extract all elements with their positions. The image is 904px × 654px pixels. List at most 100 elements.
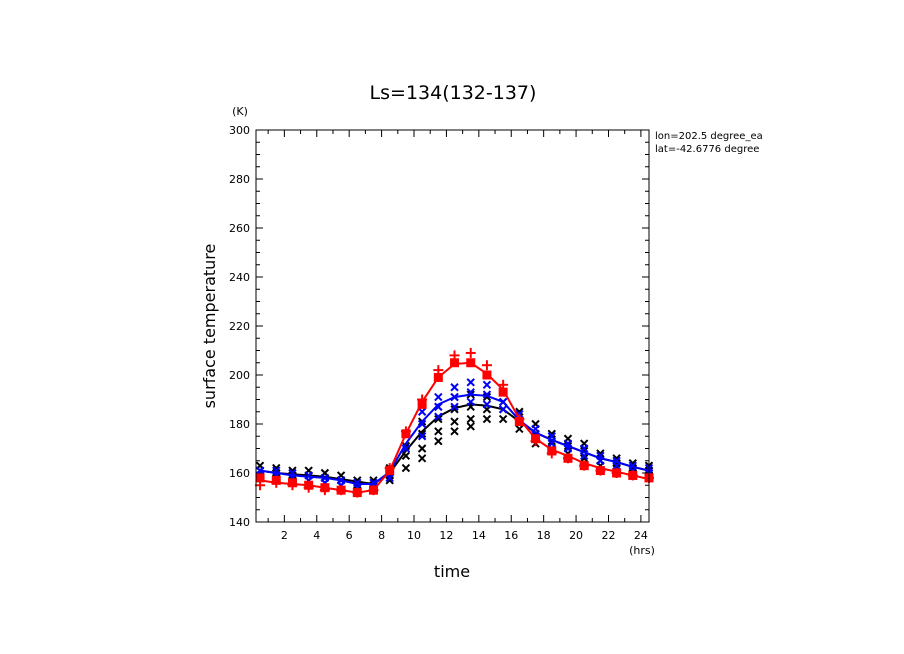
x-tick-label: 6 <box>346 529 353 542</box>
black-scatter-point-stroke <box>417 429 427 439</box>
black-scatter-point <box>450 427 459 436</box>
blue-series-line <box>259 393 650 485</box>
red-square-marker <box>255 473 265 483</box>
blue-scatter-point-stroke <box>434 392 443 402</box>
black-scatter-point-stroke <box>482 392 492 402</box>
black-scatter-point-stroke <box>498 414 508 424</box>
x-tick-label: 12 <box>439 529 453 542</box>
black-scatter-point <box>498 414 508 424</box>
red-square-marker <box>433 372 443 382</box>
black-scatter-point <box>401 463 411 473</box>
black-series-line <box>259 403 650 486</box>
chart-title: Ls=134(132-137) <box>370 82 537 104</box>
y-tick-label: 160 <box>229 467 250 480</box>
x-tick-label: 4 <box>313 529 320 542</box>
black-scatter-point-stroke <box>596 449 605 458</box>
black-scatter-point <box>466 414 475 424</box>
black-scatter-point-stroke <box>434 436 443 446</box>
red-square-marker <box>287 478 297 488</box>
black-scatter-point <box>547 429 556 439</box>
red-square-marker <box>514 417 524 427</box>
y-axis-label: surface temperature <box>200 244 219 409</box>
location-annotation-lon: lon=202.5 degree_ea <box>655 131 763 142</box>
black-scatter-point-stroke <box>434 414 443 424</box>
x-axis-label: time <box>434 562 470 581</box>
blue-scatter-point-stroke <box>417 432 427 441</box>
blue-scatter-point-stroke <box>466 378 475 387</box>
blue-scatter-point-stroke <box>385 473 394 483</box>
black-scatter-point <box>466 422 475 431</box>
black-scatter-point-stroke <box>466 422 475 431</box>
blue-scatter-point-stroke <box>434 412 443 421</box>
red-square-marker <box>466 358 476 368</box>
red-square-marker <box>401 429 411 439</box>
y-tick-label: 220 <box>229 320 250 333</box>
y-tick-label: 300 <box>229 124 250 137</box>
black-scatter-point-stroke <box>401 463 411 473</box>
blue-scatter-point <box>417 407 427 416</box>
black-scatter-point <box>417 454 427 463</box>
black-scatter-point <box>417 429 427 439</box>
blue-scatter-point <box>482 380 492 390</box>
blue-scatter-point <box>417 432 427 441</box>
blue-scatter-point-stroke <box>498 405 508 414</box>
black-scatter-point-stroke <box>417 444 427 453</box>
black-scatter-point-stroke <box>482 414 492 424</box>
x-tick-label: 14 <box>472 529 486 542</box>
plot-frame <box>255 129 650 523</box>
blue-scatter-point <box>385 473 394 483</box>
blue-scatter-point <box>498 405 508 414</box>
red-square-marker <box>628 470 638 480</box>
y-tick-label: 240 <box>229 271 250 284</box>
blue-scatter-point-stroke <box>434 402 443 412</box>
blue-scatter-point-stroke <box>401 444 411 453</box>
red-square-marker <box>271 475 281 485</box>
red-plus-marker <box>481 360 492 371</box>
red-square-marker <box>336 485 346 495</box>
blue-scatter-point <box>466 378 475 387</box>
x-tick-label: 24 <box>634 529 648 542</box>
y-tick-label: 180 <box>229 418 250 431</box>
red-square-marker <box>547 446 557 456</box>
x-tick-label: 16 <box>504 529 518 542</box>
location-annotation-lat: lat=-42.6776 degree <box>655 144 759 155</box>
red-square-marker <box>531 434 541 444</box>
blue-scatter-point-stroke <box>450 383 459 392</box>
black-scatter-point-stroke <box>450 427 459 436</box>
y-axis-unit: (K) <box>232 105 248 118</box>
red-square-marker <box>320 483 330 493</box>
red-square-marker <box>595 466 605 476</box>
plot-area <box>255 347 654 498</box>
y-tick-label: 280 <box>229 173 250 186</box>
red-square-marker <box>385 466 395 476</box>
blue-scatter-point-stroke <box>482 400 492 409</box>
red-square-marker <box>482 370 492 380</box>
black-scatter-point <box>385 476 394 485</box>
red-square-marker <box>498 387 508 397</box>
black-scatter-point <box>434 414 443 424</box>
black-scatter-point-stroke <box>385 476 394 485</box>
red-square-marker <box>417 399 427 409</box>
blue-scatter-point <box>450 402 459 412</box>
x-tick-label: 18 <box>537 529 551 542</box>
red-plus-marker <box>465 347 476 358</box>
red-square-marker <box>563 453 573 463</box>
x-tick-label: 10 <box>407 529 421 542</box>
blue-scatter-point-stroke <box>482 390 492 399</box>
black-scatter-point-stroke <box>401 451 411 461</box>
y-tick-label: 140 <box>229 516 250 529</box>
black-scatter-point <box>579 454 589 463</box>
black-scatter-point-stroke <box>434 427 443 436</box>
black-scatter-point-stroke <box>466 414 475 424</box>
blue-scatter-point <box>434 402 443 412</box>
black-scatter-point-stroke <box>515 424 524 434</box>
black-scatter-point <box>434 427 443 436</box>
blue-scatter-point-stroke <box>466 397 475 407</box>
red-square-marker <box>304 480 314 490</box>
x-tick-label: 2 <box>281 529 288 542</box>
black-scatter-point-stroke <box>417 454 427 463</box>
red-square-marker <box>579 461 589 471</box>
black-scatter-point-stroke <box>450 417 459 426</box>
